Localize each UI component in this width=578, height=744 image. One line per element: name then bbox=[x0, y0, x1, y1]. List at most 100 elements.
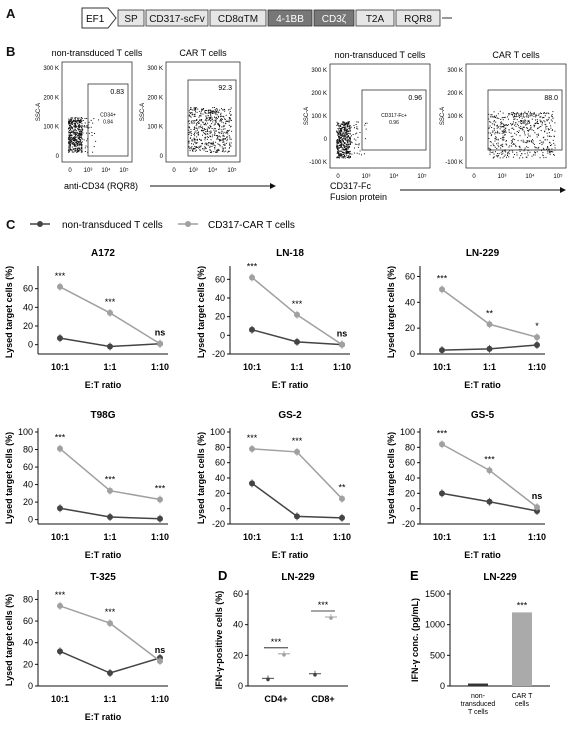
flow-event bbox=[504, 116, 506, 118]
flow-event bbox=[196, 119, 198, 120]
flow-event bbox=[493, 111, 495, 113]
flow-event bbox=[343, 152, 345, 154]
flow-event bbox=[209, 145, 211, 147]
flow-event bbox=[69, 122, 71, 124]
flow-event bbox=[79, 134, 81, 135]
flow-event bbox=[225, 132, 227, 134]
flow-event bbox=[356, 132, 358, 134]
chart-title: LN-18 bbox=[276, 248, 304, 259]
flow-event bbox=[348, 152, 350, 154]
flow-event bbox=[513, 121, 514, 123]
flow-event bbox=[349, 138, 351, 139]
y-tick-label: 60 bbox=[23, 616, 33, 626]
flow-event bbox=[339, 137, 341, 139]
flow-event bbox=[345, 148, 347, 150]
flow-event bbox=[336, 151, 338, 153]
flow-event bbox=[73, 133, 75, 135]
flow-event bbox=[490, 121, 492, 123]
flow-event bbox=[489, 141, 491, 143]
flow-event bbox=[517, 112, 519, 114]
flow-event bbox=[344, 122, 346, 124]
flow-event bbox=[219, 132, 221, 134]
flow-event bbox=[343, 135, 345, 137]
flow-event bbox=[508, 146, 510, 148]
x-tick-label: 10:1 bbox=[51, 362, 69, 372]
flow-event bbox=[498, 146, 500, 148]
flow-event bbox=[490, 141, 492, 143]
flow-event bbox=[69, 121, 71, 123]
flow-event bbox=[338, 131, 340, 133]
flow-event bbox=[349, 144, 351, 145]
flow-event bbox=[72, 144, 74, 145]
flow-event bbox=[489, 121, 491, 123]
flow-event bbox=[346, 155, 348, 157]
flow-event bbox=[535, 122, 537, 124]
flow-event bbox=[69, 141, 71, 143]
y-tick-label: 80 bbox=[23, 445, 33, 455]
flow-ytick-0: 100 K bbox=[43, 125, 59, 131]
flow-event bbox=[492, 131, 494, 133]
flow-event bbox=[70, 123, 72, 125]
flow-event bbox=[73, 138, 75, 139]
flow-event bbox=[195, 146, 197, 148]
flow-ytick-3: 300 K bbox=[447, 68, 463, 74]
flow-event bbox=[72, 130, 74, 132]
data-point bbox=[107, 343, 113, 350]
flow-event bbox=[508, 131, 510, 133]
flow-event bbox=[217, 151, 219, 153]
flow-event bbox=[357, 146, 359, 148]
flow-event bbox=[340, 153, 342, 155]
flow-event bbox=[522, 129, 524, 131]
flow-event bbox=[221, 115, 223, 117]
flow-event bbox=[345, 133, 347, 135]
flow-event bbox=[533, 143, 535, 145]
flow-event bbox=[75, 133, 77, 135]
flow-event bbox=[194, 131, 196, 133]
flow-event bbox=[343, 155, 345, 156]
flow-event bbox=[68, 138, 69, 140]
flow-event bbox=[78, 124, 80, 126]
flow-event bbox=[358, 144, 360, 146]
flow-event bbox=[553, 136, 555, 138]
y-tick-label: 80 bbox=[23, 594, 33, 604]
flow-event bbox=[537, 127, 539, 129]
flow-event bbox=[79, 132, 81, 134]
flow-event bbox=[500, 152, 502, 154]
flow-event bbox=[545, 128, 547, 130]
flow-event bbox=[513, 117, 515, 119]
flow-event bbox=[81, 145, 82, 147]
flow-event bbox=[336, 156, 338, 158]
flow-event bbox=[75, 117, 77, 118]
flow-event bbox=[340, 136, 342, 138]
flow-event bbox=[342, 141, 344, 142]
flow-event bbox=[228, 129, 230, 131]
flow-event bbox=[528, 128, 530, 130]
flow-event bbox=[365, 128, 367, 130]
flow-event bbox=[201, 110, 202, 112]
flow-event bbox=[214, 131, 216, 133]
flow-event bbox=[200, 129, 202, 131]
flow-event bbox=[88, 127, 90, 129]
flow-event bbox=[80, 125, 82, 127]
flow-event bbox=[348, 151, 350, 152]
flow-event bbox=[342, 144, 344, 146]
flow-event bbox=[76, 142, 77, 144]
flow-event bbox=[341, 150, 343, 152]
y-tick-label: 80 bbox=[215, 442, 225, 452]
flow-event bbox=[210, 151, 211, 153]
flow-event bbox=[537, 123, 539, 125]
flow-event bbox=[78, 147, 80, 149]
flow-event bbox=[342, 157, 344, 159]
significance-label: ns bbox=[337, 329, 348, 339]
flow-arrowhead-right bbox=[560, 187, 566, 193]
flow-event bbox=[507, 124, 509, 126]
flow-event bbox=[70, 137, 72, 139]
chart-title: T-325 bbox=[90, 572, 116, 583]
flow-event bbox=[507, 153, 509, 155]
data-point bbox=[294, 338, 300, 345]
flow-event bbox=[224, 110, 226, 112]
flow-event bbox=[346, 145, 348, 147]
flow-xtick-3: 10³ bbox=[498, 174, 507, 180]
flow-event bbox=[336, 143, 338, 145]
flow-event bbox=[529, 122, 531, 124]
